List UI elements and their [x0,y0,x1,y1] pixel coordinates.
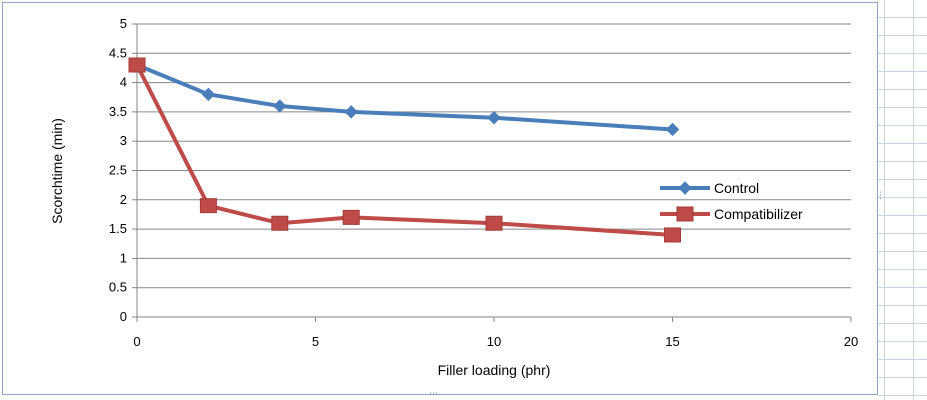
x-tick-label: 15 [665,334,679,349]
data-point-compatibilizer [199,198,217,214]
y-axis-title: Scorchtime (min) [49,118,65,224]
legend-label: Control [714,180,759,196]
y-tick-label: 2 [120,192,127,207]
data-point-control [487,111,501,125]
legend-label: Compatibilizer [714,206,803,222]
legend-marker [678,181,692,195]
x-axis-title: Filler loading (phr) [438,362,551,378]
y-tick-label: 5 [120,16,127,31]
resize-handle-icon[interactable]: ⋯ [429,388,438,398]
series-line-compatibilizer [135,64,673,237]
legend-marker [676,206,694,222]
resize-handle-icon[interactable]: ⋮ [876,190,885,200]
data-point-control [344,105,358,119]
x-tick-label: 20 [844,334,858,349]
data-point-compatibilizer [485,215,503,231]
x-tick-label: 5 [312,334,319,349]
data-point-compatibilizer [342,209,360,225]
y-tick-label: 4 [120,75,127,90]
y-tick-label: 2.5 [109,163,127,178]
gridlines [137,23,851,318]
y-tick-label: 1 [120,250,127,265]
data-point-compatibilizer [128,57,146,73]
axes: 0 0.5 1 1.5 2 2.5 3 3.5 4 4.5 5 0 5 10 15 20 [109,16,858,349]
y-tick-label: 0.5 [109,280,127,295]
data-point-control [201,87,216,102]
legend[interactable]: Control Compatibilizer [660,180,803,222]
y-tick-label: 1.5 [109,221,127,236]
y-tick-label: 3.5 [109,104,127,119]
data-point-compatibilizer [271,215,289,231]
spreadsheet-column-line [884,0,885,400]
data-point-control [665,122,680,137]
y-tick-label: 3 [120,133,127,148]
data-point-control [273,99,287,113]
spreadsheet-column-line [913,0,914,400]
series-line-control [136,63,673,132]
x-tick-label: 0 [133,334,140,349]
data-point-compatibilizer [664,227,681,243]
y-tick-label: 0 [120,309,127,324]
series [128,57,681,243]
y-tick-label: 4.5 [109,45,127,60]
x-tick-label: 10 [487,334,501,349]
spreadsheet-background [878,0,927,400]
